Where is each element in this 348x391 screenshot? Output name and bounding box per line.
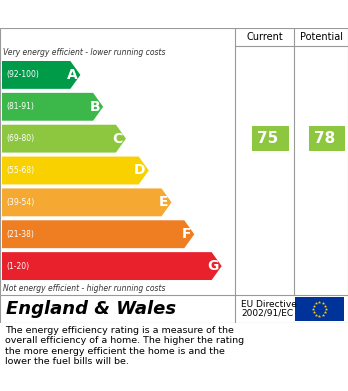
Text: (1-20): (1-20) (6, 262, 29, 271)
Text: Potential: Potential (300, 32, 342, 42)
Bar (295, 297, 344, 321)
Text: C: C (113, 132, 123, 145)
Text: 75: 75 (258, 131, 279, 146)
Text: B: B (89, 100, 100, 114)
Text: Very energy efficient - lower running costs: Very energy efficient - lower running co… (3, 48, 166, 57)
Polygon shape (309, 126, 345, 151)
Text: Energy Efficiency Rating: Energy Efficiency Rating (69, 7, 279, 22)
Polygon shape (252, 126, 289, 151)
Text: E: E (159, 196, 168, 209)
Text: The energy efficiency rating is a measure of the
overall efficiency of a home. T: The energy efficiency rating is a measur… (5, 326, 244, 366)
Text: Current: Current (246, 32, 283, 42)
Text: England & Wales: England & Wales (6, 300, 176, 318)
Text: D: D (134, 163, 146, 178)
Text: Not energy efficient - higher running costs: Not energy efficient - higher running co… (3, 284, 166, 293)
Text: (55-68): (55-68) (6, 166, 34, 175)
Text: (39-54): (39-54) (6, 198, 34, 207)
Text: 2002/91/EC: 2002/91/EC (241, 309, 293, 318)
Text: (21-38): (21-38) (6, 230, 34, 239)
Polygon shape (2, 220, 194, 248)
Polygon shape (2, 61, 80, 89)
Polygon shape (2, 156, 149, 185)
Text: (81-91): (81-91) (6, 102, 34, 111)
Text: (69-80): (69-80) (6, 134, 34, 143)
Text: F: F (182, 227, 191, 241)
Text: EU Directive: EU Directive (241, 300, 297, 309)
Text: (92-100): (92-100) (6, 70, 39, 79)
Polygon shape (2, 188, 172, 216)
Text: A: A (66, 68, 77, 82)
Text: G: G (207, 259, 219, 273)
Text: 78: 78 (314, 131, 335, 146)
Polygon shape (2, 252, 222, 280)
Polygon shape (2, 93, 103, 121)
Polygon shape (2, 125, 126, 152)
